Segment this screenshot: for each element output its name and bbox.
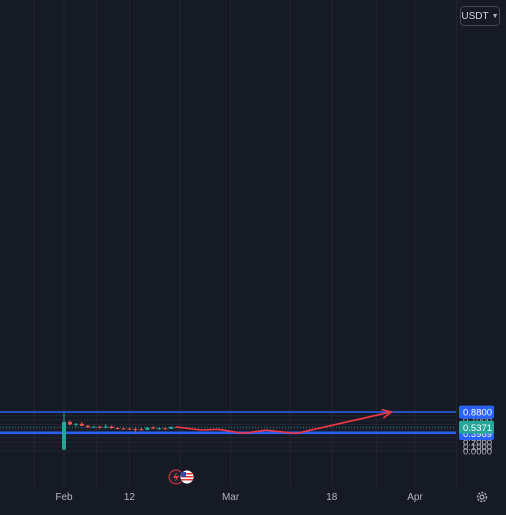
- candle-body: [79, 423, 84, 426]
- candle-body: [157, 428, 162, 430]
- candle-body: [115, 428, 120, 430]
- candle-body: [91, 426, 96, 428]
- currency-selector-button[interactable]: USDT ▼: [460, 6, 500, 26]
- x-axis-tick-label: Feb: [55, 492, 73, 503]
- y-axis-tick-label: 0.1000: [463, 442, 492, 453]
- x-axis-tick-label: 18: [326, 492, 338, 503]
- candle-body: [97, 426, 102, 428]
- candle-body: [67, 421, 72, 425]
- x-axis-tick-label: Mar: [222, 492, 240, 503]
- current-price-label: 0.5371: [463, 423, 492, 434]
- price-line-label: 0.8800: [463, 408, 492, 419]
- y-axis-tick-label: 0.0000: [463, 447, 492, 458]
- candle-body: [127, 428, 132, 430]
- candle-body: [85, 425, 90, 428]
- candle-body: [121, 428, 126, 430]
- gear-icon: [476, 491, 488, 503]
- projection-arrowhead: [381, 408, 394, 419]
- price-line-label: 0.3969: [463, 429, 492, 440]
- x-axis-tick-label: 12: [124, 492, 136, 503]
- settings-button[interactable]: [474, 489, 490, 505]
- us-flag-icon: [179, 469, 195, 485]
- candle-body: [139, 429, 144, 431]
- x-axis-tick-label: Apr: [407, 492, 423, 503]
- candle-body: [109, 426, 114, 429]
- candle-body: [103, 426, 108, 428]
- candle-body: [151, 427, 156, 429]
- candle-body: [175, 426, 180, 428]
- price-line-label-bg: [459, 405, 494, 419]
- candle-body: [169, 426, 174, 429]
- chevron-down-icon: ▼: [491, 12, 499, 20]
- candle-body: [133, 428, 138, 430]
- y-axis-tick-label: 0.2000: [463, 438, 492, 449]
- currency-label: USDT: [461, 10, 489, 22]
- candle-body: [73, 423, 78, 425]
- candle-body: [62, 421, 66, 450]
- candle-body: [163, 428, 168, 430]
- candle-body: [145, 427, 150, 431]
- projection-path: [177, 411, 392, 435]
- current-price-label-bg: [459, 420, 494, 434]
- event-badges[interactable]: [168, 469, 198, 485]
